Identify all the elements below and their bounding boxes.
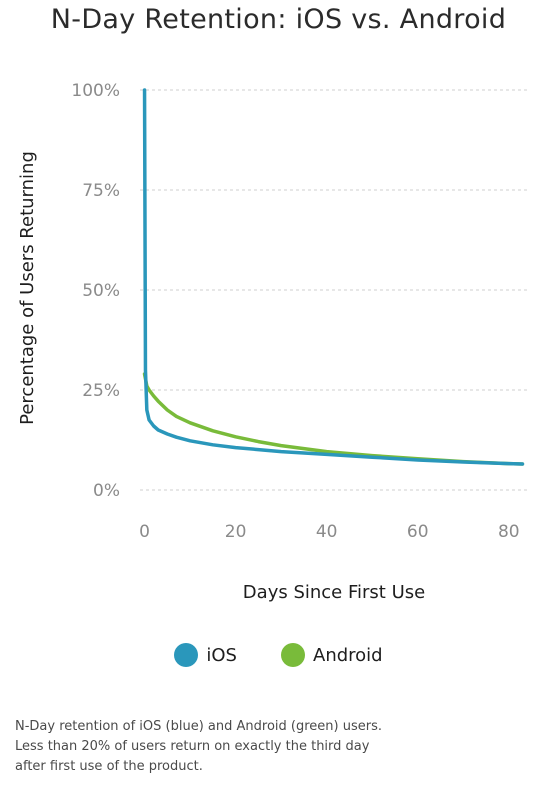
grid-lines: [140, 89, 527, 491]
caption-line: N-Day retention of iOS (blue) and Androi…: [15, 719, 382, 734]
x-tick-label: 0: [139, 522, 150, 542]
ios-color-swatch: [174, 643, 199, 667]
x-tick-label: 60: [407, 522, 429, 542]
caption-line: after first use of the product.: [15, 759, 203, 774]
legend-label-ios: iOS: [206, 644, 237, 666]
x-tick-label: 80: [498, 522, 520, 542]
y-axis-label: Percentage of Users Returning: [17, 151, 38, 425]
y-axis-ticks: 0% 25% 50% 75% 100%: [71, 81, 120, 501]
legend-item-ios[interactable]: iOS: [174, 643, 237, 667]
caption-line: Less than 20% of users return on exactly…: [15, 739, 370, 754]
y-tick-label: 0%: [93, 481, 120, 501]
x-tick-label: 20: [225, 522, 247, 542]
retention-chart: 0% 25% 50% 75% 100% 0 20 40 60 80 Percentage of …: [17, 81, 527, 603]
series-line-android: [142, 372, 525, 466]
legend-item-android[interactable]: Android: [281, 643, 383, 667]
chart-title: N-Day Retention: iOS vs. Android: [50, 4, 507, 35]
y-tick-label: 75%: [82, 181, 120, 201]
y-tick-label: 50%: [82, 281, 120, 301]
series-lines: [142, 88, 525, 466]
android-color-swatch: [281, 643, 305, 667]
chart-legend: iOS Android: [0, 643, 557, 667]
chart-caption: N-Day retention of iOS (blue) and Androi…: [15, 717, 545, 777]
series-line-ios: [142, 88, 525, 466]
x-axis-ticks: 0 20 40 60 80: [139, 522, 519, 542]
y-tick-label: 100%: [71, 81, 120, 101]
x-axis-label: Days Since First Use: [243, 582, 425, 603]
legend-label-android: Android: [313, 644, 383, 666]
y-tick-label: 25%: [82, 381, 120, 401]
x-tick-label: 40: [316, 522, 338, 542]
